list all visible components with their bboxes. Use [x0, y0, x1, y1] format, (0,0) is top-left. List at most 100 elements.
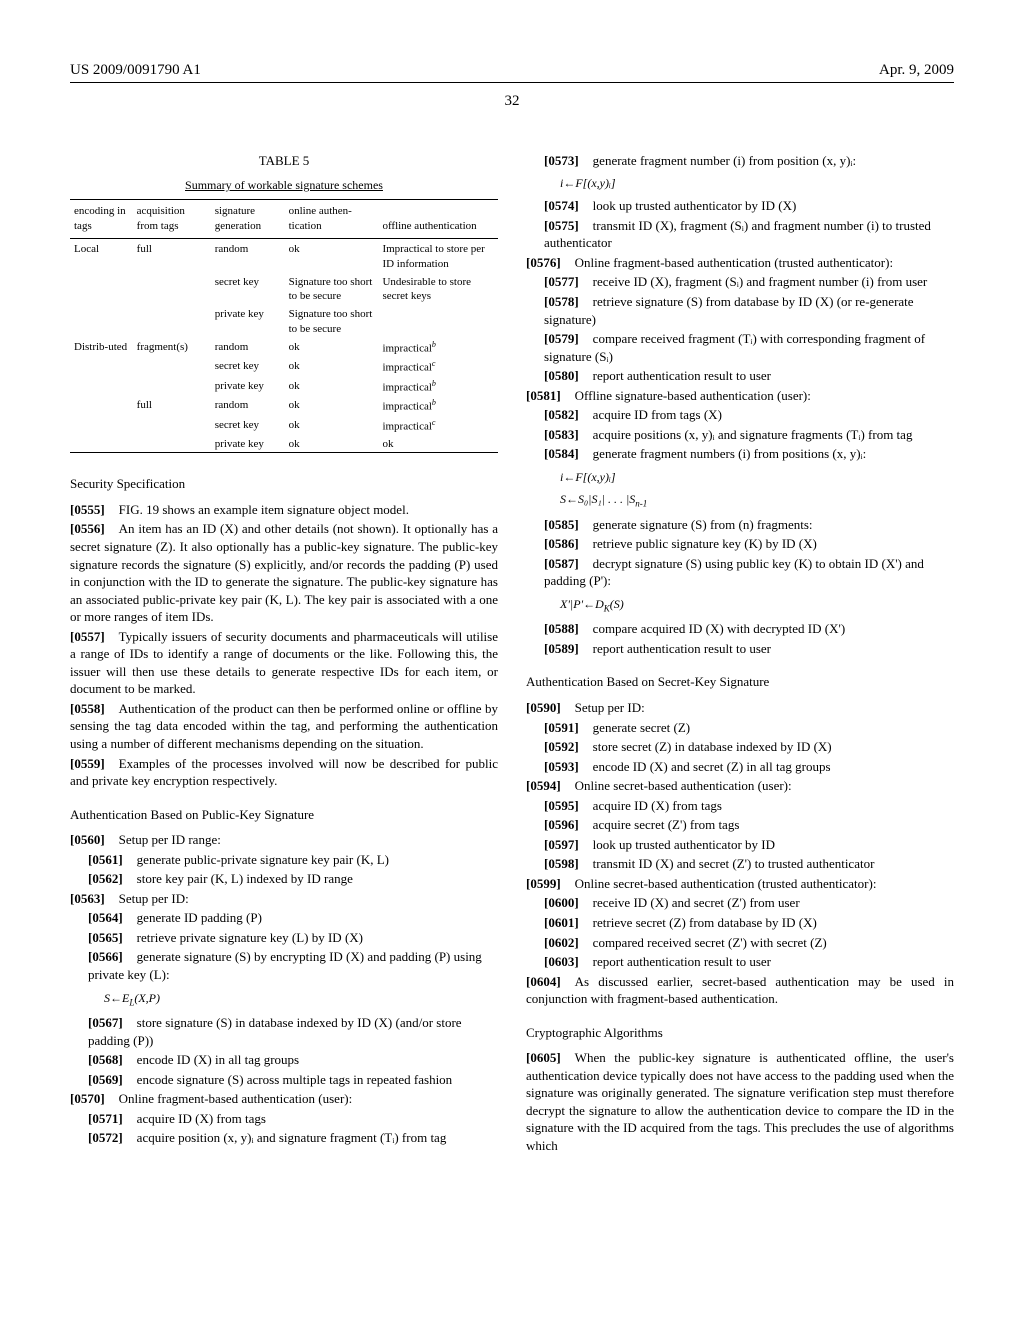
- table-cell: random: [211, 238, 285, 271]
- table-cell: Distrib-uted: [70, 337, 133, 357]
- table-header: acquisition from tags: [133, 200, 211, 239]
- paragraph-text: report authentication result to user: [593, 368, 771, 383]
- paragraph-text: receive ID (X), fragment (Sᵢ) and fragme…: [593, 274, 928, 289]
- formula: i←F[(x,y)ᵢ]: [560, 469, 954, 485]
- paragraph: [0557]Typically issuers of security docu…: [70, 628, 498, 698]
- paragraph-text: report authentication result to user: [593, 641, 771, 656]
- paragraph: [0590]Setup per ID:: [526, 699, 954, 717]
- paragraph-text: Setup per ID:: [119, 891, 189, 906]
- paragraph: [0555]FIG. 19 shows an example item sign…: [70, 501, 498, 519]
- table-cell: Undesirable to store secret keys: [378, 272, 498, 305]
- table-cell: [378, 304, 498, 337]
- paragraph-text: generate ID padding (P): [137, 910, 262, 925]
- paragraph: [0565]retrieve private signature key (L)…: [88, 929, 498, 947]
- table-cell: impracticalc: [378, 415, 498, 435]
- table-cell: ok: [378, 434, 498, 452]
- table-cell: [133, 304, 211, 337]
- paragraph: [0591]generate secret (Z): [544, 719, 954, 737]
- table-cell: impracticalb: [378, 376, 498, 396]
- paragraph-text: Online fragment-based authentication (tr…: [575, 255, 893, 270]
- paragraph-text: Setup per ID range:: [119, 832, 221, 847]
- section-heading: Cryptographic Algorithms: [526, 1024, 954, 1042]
- paragraph: [0577]receive ID (X), fragment (Sᵢ) and …: [544, 273, 954, 291]
- paragraph-text: Typically issuers of security documents …: [70, 629, 498, 697]
- paragraph: [0593]encode ID (X) and secret (Z) in al…: [544, 758, 954, 776]
- paragraph-text: Authentication of the product can then b…: [70, 701, 498, 751]
- paragraph-text: generate public-private signature key pa…: [137, 852, 389, 867]
- paragraph: [0603]report authentication result to us…: [544, 953, 954, 971]
- paragraph: [0598]transmit ID (X) and secret (Z') to…: [544, 855, 954, 873]
- table-header: signature generation: [211, 200, 285, 239]
- paragraph-text: retrieve private signature key (L) by ID…: [137, 930, 363, 945]
- table-cell: ok: [285, 395, 379, 415]
- paragraph: [0580]report authentication result to us…: [544, 367, 954, 385]
- table-cell: ok: [285, 337, 379, 357]
- paragraph: [0597]look up trusted authenticator by I…: [544, 836, 954, 854]
- paragraph: [0604]As discussed earlier, secret-based…: [526, 973, 954, 1008]
- paragraph-text: retrieve secret (Z) from database by ID …: [593, 915, 817, 930]
- table-cell: Signature too short to be secure: [285, 272, 379, 305]
- paragraph-text: acquire positions (x, y)ᵢ and signature …: [593, 427, 913, 442]
- paragraph-text: store key pair (K, L) indexed by ID rang…: [137, 871, 353, 886]
- table-cell: [70, 376, 133, 396]
- paragraph: [0563]Setup per ID:: [70, 890, 498, 908]
- paragraph-text: An item has an ID (X) and other details …: [70, 521, 498, 624]
- paragraph: [0562]store key pair (K, L) indexed by I…: [88, 870, 498, 888]
- paragraph: [0596]acquire secret (Z') from tags: [544, 816, 954, 834]
- paragraph-text: Online secret-based authentication (user…: [575, 778, 792, 793]
- table-cell: ok: [285, 415, 379, 435]
- paragraph: [0585]generate signature (S) from (n) fr…: [544, 516, 954, 534]
- two-column-layout: TABLE 5 Summary of workable signature sc…: [70, 152, 954, 1157]
- paragraph-text: retrieve signature (S) from database by …: [544, 294, 914, 327]
- paragraph-text: Online fragment-based authentication (us…: [119, 1091, 353, 1106]
- paragraph-text: Offline signature-based authentication (…: [575, 388, 811, 403]
- paragraph-text: retrieve public signature key (K) by ID …: [593, 536, 817, 551]
- paragraph-text: FIG. 19 shows an example item signature …: [119, 502, 409, 517]
- page-number: 32: [70, 91, 954, 111]
- paragraph-text: Examples of the processes involved will …: [70, 756, 498, 789]
- right-column: [0573]generate fragment number (i) from …: [526, 152, 954, 1157]
- paragraph-text: acquire ID (X) from tags: [593, 798, 722, 813]
- publication-number: US 2009/0091790 A1: [70, 60, 201, 80]
- paragraph-text: encode signature (S) across multiple tag…: [137, 1072, 453, 1087]
- paragraph: [0578]retrieve signature (S) from databa…: [544, 293, 954, 328]
- paragraph-text: acquire ID (X) from tags: [137, 1111, 266, 1126]
- table-header: encoding in tags: [70, 200, 133, 239]
- paragraph: [0570]Online fragment-based authenticati…: [70, 1090, 498, 1108]
- table-header: online authen-tication: [285, 200, 379, 239]
- paragraph-text: acquire ID from tags (X): [593, 407, 722, 422]
- paragraph: [0571]acquire ID (X) from tags: [88, 1110, 498, 1128]
- paragraph: [0559]Examples of the processes involved…: [70, 755, 498, 790]
- table-cell: full: [133, 395, 211, 415]
- paragraph: [0564]generate ID padding (P): [88, 909, 498, 927]
- paragraph: [0582]acquire ID from tags (X): [544, 406, 954, 424]
- paragraph-text: As discussed earlier, secret-based authe…: [526, 974, 954, 1007]
- table-cell: impracticalb: [378, 337, 498, 357]
- table-cell: Signature too short to be secure: [285, 304, 379, 337]
- table-cell: secret key: [211, 415, 285, 435]
- paragraph-text: generate fragment numbers (i) from posit…: [593, 446, 867, 461]
- table-cell: ok: [285, 434, 379, 452]
- paragraph: [0601]retrieve secret (Z) from database …: [544, 914, 954, 932]
- formula: X'|P'←DK(S): [560, 596, 954, 615]
- section-heading: Security Specification: [70, 475, 498, 493]
- table-cell: impracticalb: [378, 395, 498, 415]
- paragraph: [0586]retrieve public signature key (K) …: [544, 535, 954, 553]
- paragraph-text: encode ID (X) and secret (Z) in all tag …: [593, 759, 831, 774]
- paragraph: [0566]generate signature (S) by encrypti…: [88, 948, 498, 983]
- paragraph-text: generate signature (S) from (n) fragment…: [593, 517, 813, 532]
- table-cell: [133, 272, 211, 305]
- paragraph: [0583]acquire positions (x, y)ᵢ and sign…: [544, 426, 954, 444]
- paragraph-text: encode ID (X) in all tag groups: [137, 1052, 299, 1067]
- paragraph: [0592]store secret (Z) in database index…: [544, 738, 954, 756]
- paragraph: [0595]acquire ID (X) from tags: [544, 797, 954, 815]
- table-cell: [70, 304, 133, 337]
- table-cell: full: [133, 238, 211, 271]
- paragraph: [0594]Online secret-based authentication…: [526, 777, 954, 795]
- paragraph-text: report authentication result to user: [593, 954, 771, 969]
- paragraph: [0584]generate fragment numbers (i) from…: [544, 445, 954, 463]
- paragraph: [0579]compare received fragment (Tᵢ) wit…: [544, 330, 954, 365]
- section-heading: Authentication Based on Secret-Key Signa…: [526, 673, 954, 691]
- publication-date: Apr. 9, 2009: [879, 60, 954, 80]
- paragraph: [0581]Offline signature-based authentica…: [526, 387, 954, 405]
